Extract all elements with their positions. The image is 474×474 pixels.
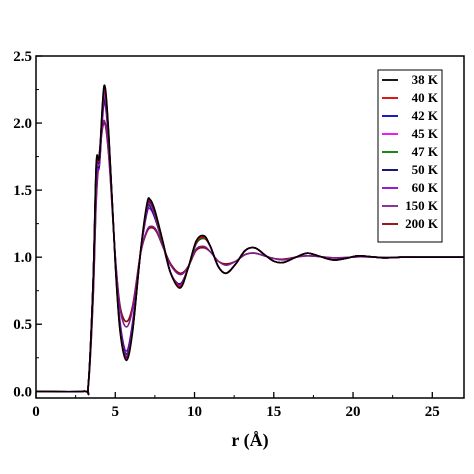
y-tick-label: 1.0: [13, 250, 32, 266]
legend-label: 38 K: [412, 72, 439, 87]
x-tick-label: 10: [187, 404, 202, 420]
x-tick-label: 5: [112, 404, 120, 420]
x-tick-label: 25: [425, 404, 440, 420]
y-axis: 0.0 0.5 1.0 1.5 2.0 2.5: [13, 49, 42, 400]
y-tick-label: 1.5: [13, 183, 32, 199]
y-tick-label: 0.0: [13, 384, 32, 400]
plot-frame: [35, 55, 465, 399]
x-tick-label: 0: [32, 404, 40, 420]
y-tick-label: 0.5: [13, 317, 32, 333]
legend-label: 47 K: [412, 144, 439, 159]
legend-label: 50 K: [412, 162, 439, 177]
legend-label: 150 K: [405, 198, 439, 213]
legend-label: 60 K: [412, 180, 439, 195]
legend: 38 K 40 K 42 K 45 K 47 K 50 K 60 K 150 K 200 K: [377, 69, 443, 243]
legend-label: 40 K: [412, 90, 439, 105]
legend-label: 42 K: [412, 108, 439, 123]
x-axis-title: r (Å): [231, 430, 268, 451]
legend-label: 200 K: [405, 216, 439, 231]
y-tick-label: 2.0: [13, 116, 32, 132]
y-tick-label: 2.5: [13, 49, 32, 65]
x-tick-label: 20: [346, 404, 361, 420]
series-lines: [35, 84, 464, 396]
x-tick-label: 15: [266, 404, 281, 420]
legend-label: 45 K: [412, 126, 439, 141]
x-axis: 0 5 10 15 20 25: [32, 392, 440, 420]
series-line-0: [35, 84, 464, 396]
